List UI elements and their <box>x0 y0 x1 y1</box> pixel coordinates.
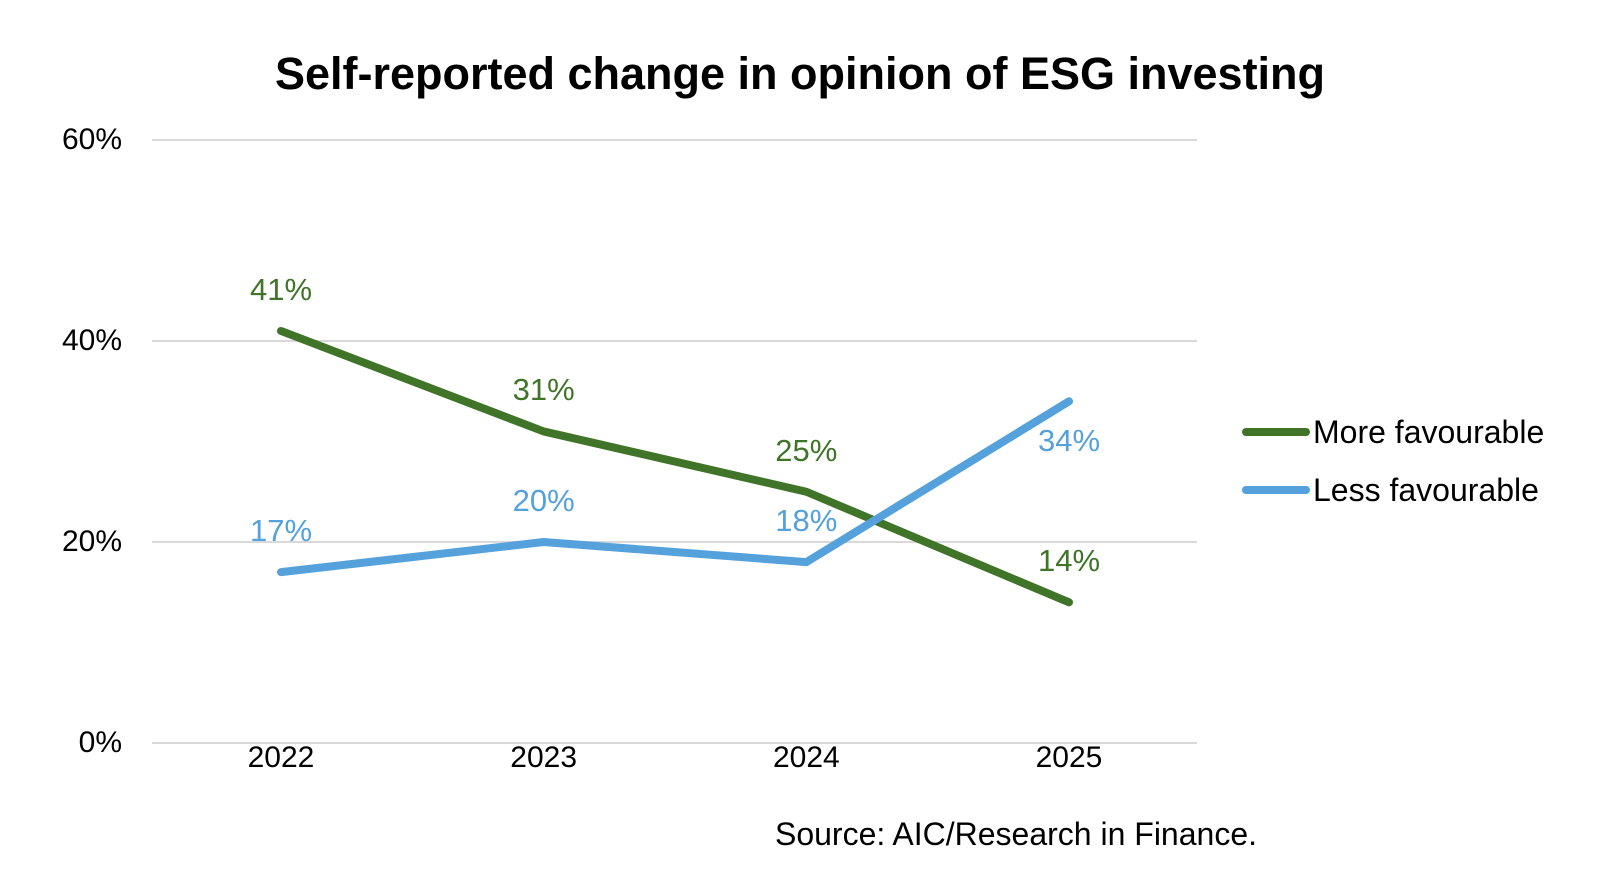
data-label-more-favourable-2023: 31% <box>512 372 575 408</box>
legend-label-less-favourable: Less favourable <box>1313 471 1539 508</box>
x-tick-2025: 2025 <box>1035 741 1103 774</box>
x-tick-2023: 2023 <box>510 741 578 774</box>
legend-item-more-favourable: More favourable <box>1242 403 1544 461</box>
x-tick-2022: 2022 <box>247 741 315 774</box>
data-label-less-favourable-2023: 20% <box>512 483 575 518</box>
legend: More favourable Less favourable <box>1242 403 1544 519</box>
series-line-more-favourable <box>277 326 1074 607</box>
legend-item-less-favourable: Less favourable <box>1242 461 1544 519</box>
less-favourable-line-swatch <box>1242 486 1310 494</box>
y-tick-60%: 60% <box>61 123 122 156</box>
source-note: Source: AIC/Research in Finance. <box>774 816 1257 852</box>
y-tick-20%: 20% <box>61 525 122 558</box>
x-tick-2024: 2024 <box>772 741 840 774</box>
data-label-more-favourable-2022: 41% <box>249 271 313 307</box>
data-label-less-favourable-2022: 17% <box>249 513 313 549</box>
data-label-less-favourable-2025: 34% <box>1037 423 1101 459</box>
data-label-more-favourable-2025: 14% <box>1037 543 1101 579</box>
y-tick-40%: 40% <box>61 324 122 357</box>
data-label-less-favourable-2024: 18% <box>775 503 838 539</box>
y-tick-0%: 0% <box>78 726 122 759</box>
legend-label-more-favourable: More favourable <box>1313 413 1545 450</box>
data-label-more-favourable-2024: 25% <box>775 432 838 468</box>
series-line-less-favourable <box>277 397 1074 577</box>
more-favourable-line-swatch <box>1242 428 1310 436</box>
chart-title: Self-reported change in opinion of ESG i… <box>274 48 1326 99</box>
